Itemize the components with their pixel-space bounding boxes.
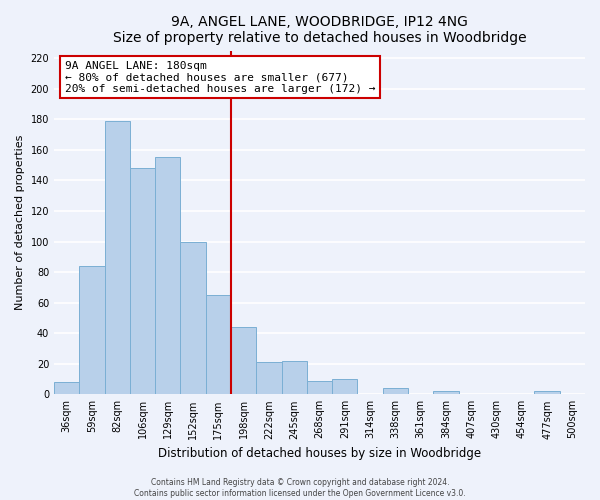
Y-axis label: Number of detached properties: Number of detached properties xyxy=(15,134,25,310)
Bar xyxy=(332,379,358,394)
Bar xyxy=(104,121,130,394)
Bar xyxy=(281,360,307,394)
Bar xyxy=(535,391,560,394)
Bar xyxy=(383,388,408,394)
X-axis label: Distribution of detached houses by size in Woodbridge: Distribution of detached houses by size … xyxy=(158,447,481,460)
Title: 9A, ANGEL LANE, WOODBRIDGE, IP12 4NG
Size of property relative to detached house: 9A, ANGEL LANE, WOODBRIDGE, IP12 4NG Siz… xyxy=(113,15,526,45)
Bar xyxy=(54,382,79,394)
Bar xyxy=(256,362,281,394)
Bar xyxy=(206,295,231,394)
Bar xyxy=(307,380,332,394)
Bar xyxy=(79,266,104,394)
Bar xyxy=(433,391,458,394)
Text: 9A ANGEL LANE: 180sqm
← 80% of detached houses are smaller (677)
20% of semi-det: 9A ANGEL LANE: 180sqm ← 80% of detached … xyxy=(65,61,375,94)
Bar xyxy=(181,242,206,394)
Bar xyxy=(231,327,256,394)
Bar xyxy=(155,158,181,394)
Bar xyxy=(130,168,155,394)
Text: Contains HM Land Registry data © Crown copyright and database right 2024.
Contai: Contains HM Land Registry data © Crown c… xyxy=(134,478,466,498)
